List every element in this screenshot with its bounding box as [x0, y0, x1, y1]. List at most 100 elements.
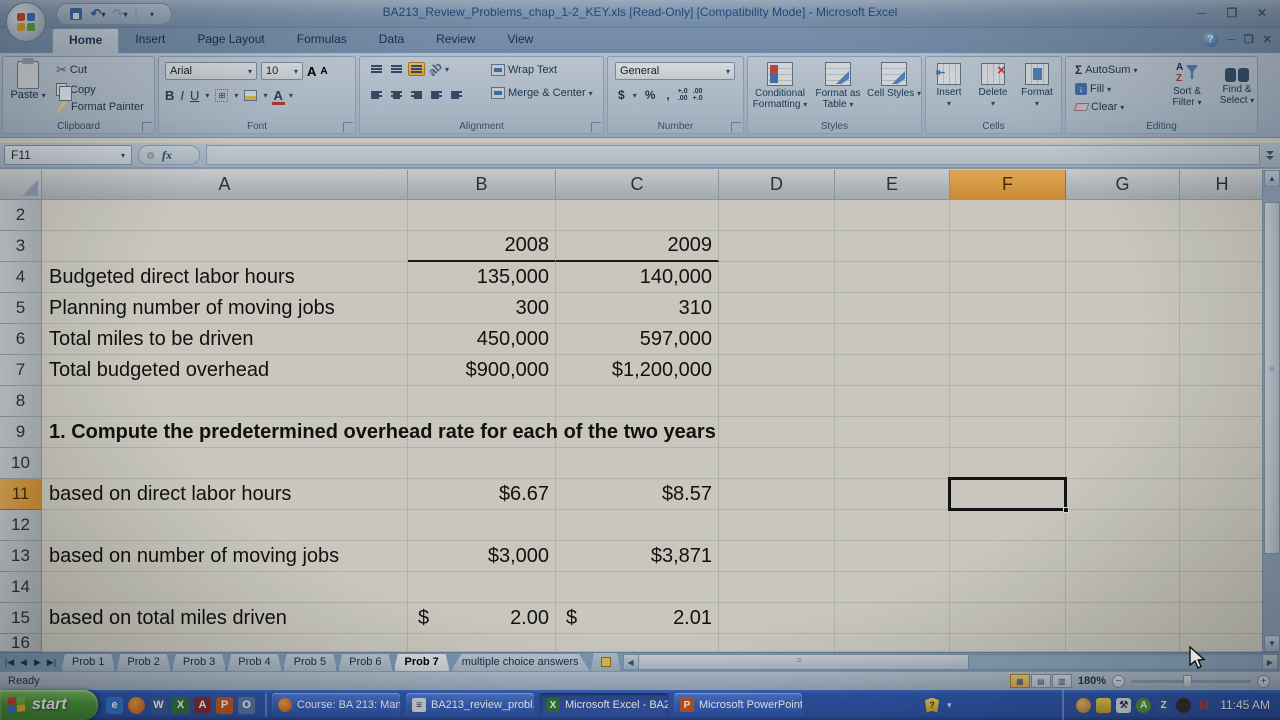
formula-input[interactable]	[206, 145, 1260, 165]
office-button[interactable]	[6, 2, 46, 42]
font-name-combo[interactable]: Arial ▾	[165, 62, 257, 80]
workbook-restore-button[interactable]: ❐	[1243, 34, 1254, 46]
grow-font-button[interactable]: A	[307, 63, 317, 79]
tray-green-icon[interactable]: A	[1136, 697, 1152, 713]
cell[interactable]	[408, 417, 556, 448]
cell[interactable]	[1066, 572, 1180, 603]
row-header[interactable]: 14	[0, 572, 42, 603]
zoom-out-button[interactable]: −	[1112, 674, 1125, 688]
sheet-tab-prob5[interactable]: Prob 5	[282, 653, 338, 671]
tray-shield-icon[interactable]	[1096, 697, 1112, 713]
fill-color-button[interactable]	[244, 90, 258, 101]
cell[interactable]	[950, 293, 1066, 324]
cell[interactable]: 597,000	[556, 324, 719, 355]
cell[interactable]	[1066, 603, 1180, 634]
row-header-selected[interactable]: 11	[0, 479, 42, 510]
format-as-table-button[interactable]: Format as Table ▾	[810, 62, 866, 110]
customize-qat-button[interactable]: ▾	[150, 9, 155, 19]
cell[interactable]	[1066, 200, 1180, 231]
cell[interactable]	[835, 200, 950, 231]
page-layout-view-button[interactable]: ▤	[1030, 674, 1051, 688]
cell[interactable]	[719, 200, 835, 231]
tab-review[interactable]: Review	[436, 32, 476, 46]
cell[interactable]	[835, 262, 950, 293]
task-powerpoint[interactable]: P Microsoft PowerPoint ...	[674, 693, 802, 717]
cell[interactable]	[950, 200, 1066, 231]
horizontal-scrollbar[interactable]: ◀ ▶	[622, 654, 1278, 670]
column-header-d[interactable]: D	[719, 170, 835, 200]
next-sheet-button[interactable]: ▶	[34, 656, 41, 667]
save-button[interactable]	[67, 5, 85, 23]
cell[interactable]	[42, 200, 408, 231]
column-header-f[interactable]: F	[950, 170, 1066, 200]
cell[interactable]	[719, 417, 835, 448]
zoom-slider-thumb[interactable]	[1183, 674, 1192, 688]
currency-format-button[interactable]: $	[618, 88, 625, 102]
powerpoint-icon[interactable]: P	[216, 696, 233, 714]
cell[interactable]	[1066, 262, 1180, 293]
cell[interactable]	[950, 541, 1066, 572]
wrap-text-button[interactable]: Wrap Text	[488, 63, 596, 77]
row-header[interactable]: 10	[0, 448, 42, 479]
cell[interactable]: $8.57	[556, 479, 719, 510]
cell[interactable]	[835, 355, 950, 386]
cell[interactable]	[1180, 510, 1264, 541]
format-painter-button[interactable]: Format Painter	[53, 100, 147, 114]
horizontal-scroll-thumb[interactable]	[638, 655, 969, 669]
borders-button[interactable]: ⊞	[215, 89, 229, 102]
cell[interactable]	[950, 417, 1066, 448]
italic-button[interactable]: I	[180, 88, 185, 103]
tab-data[interactable]: Data	[378, 32, 405, 46]
column-header-b[interactable]: B	[408, 170, 556, 200]
sheet-tab-prob2[interactable]: Prob 2	[116, 653, 171, 671]
cell[interactable]	[835, 324, 950, 355]
column-header-h[interactable]: H	[1180, 170, 1264, 200]
cell[interactable]	[719, 448, 835, 479]
expand-formula-bar-button[interactable]	[1262, 145, 1278, 165]
cell[interactable]	[556, 510, 719, 541]
tab-view[interactable]: View	[507, 32, 534, 46]
align-left-button[interactable]	[368, 88, 385, 102]
cell[interactable]	[719, 262, 835, 293]
insert-cells-button[interactable]: Insert▾	[928, 63, 970, 109]
copy-button[interactable]: Copy	[53, 82, 147, 101]
cell[interactable]	[719, 293, 835, 324]
cell[interactable]	[1180, 262, 1264, 293]
task-document[interactable]: ≡ BA213_review_probl...	[406, 693, 534, 717]
restore-button[interactable]: ❐	[1226, 6, 1238, 20]
cell[interactable]	[950, 324, 1066, 355]
cell[interactable]	[950, 510, 1066, 541]
cell[interactable]	[835, 572, 950, 603]
insert-function-button[interactable]: fx	[162, 147, 172, 162]
task-excel-active[interactable]: X Microsoft Excel - BA2...	[540, 693, 668, 717]
row-header[interactable]: 15	[0, 603, 42, 634]
cell[interactable]: Total budgeted overhead	[42, 355, 408, 386]
clipboard-dialog-launcher[interactable]	[142, 122, 152, 132]
cell[interactable]	[835, 417, 950, 448]
cell[interactable]	[408, 510, 556, 541]
align-right-button[interactable]	[408, 88, 425, 102]
underline-button[interactable]: U	[190, 88, 200, 103]
cell[interactable]	[1066, 541, 1180, 572]
cell[interactable]: 450,000	[408, 324, 556, 355]
row-header[interactable]: 12	[0, 510, 42, 541]
cell[interactable]: based on direct labor hours	[42, 479, 408, 510]
cell[interactable]	[1066, 510, 1180, 541]
shrink-font-button[interactable]: A	[320, 65, 328, 77]
conditional-formatting-button[interactable]: Conditional Formatting ▾	[752, 62, 808, 110]
decrease-decimal-button[interactable]: .00 +.0	[692, 88, 703, 102]
row-header[interactable]: 5	[0, 293, 42, 324]
row-header[interactable]: 9	[0, 417, 42, 448]
zoom-in-button[interactable]: +	[1257, 674, 1270, 688]
row-header[interactable]: 8	[0, 386, 42, 417]
autosum-button[interactable]: Σ AutoSum ▾	[1075, 63, 1138, 77]
cell[interactable]	[1066, 634, 1180, 652]
cell[interactable]	[1180, 541, 1264, 572]
sheet-tab-prob3[interactable]: Prob 3	[171, 653, 227, 671]
cell[interactable]: $3,000	[408, 541, 556, 572]
cell[interactable]	[950, 448, 1066, 479]
scroll-down-button[interactable]: ▼	[1264, 635, 1280, 652]
cell[interactable]	[719, 603, 835, 634]
cell[interactable]	[556, 634, 719, 652]
cell[interactable]	[835, 386, 950, 417]
